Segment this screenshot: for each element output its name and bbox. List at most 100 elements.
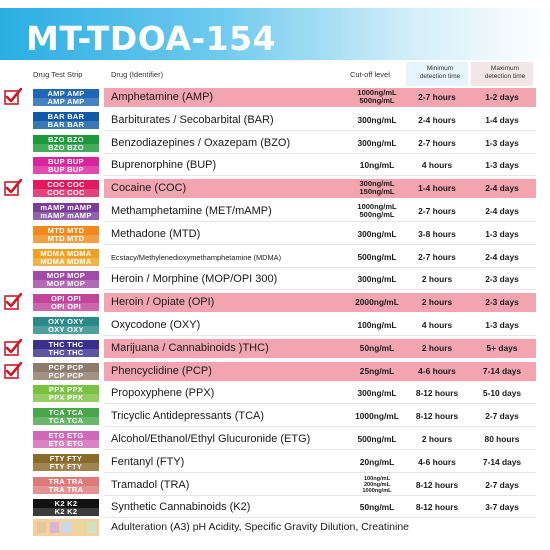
strip-label: OPI OPI (50, 294, 82, 304)
drug-name: Synthetic Cannabinoids (K2) (111, 501, 251, 514)
min-detection-time: 2 hours (421, 342, 453, 353)
max-detection-time: 5-10 days (482, 388, 522, 399)
min-detection-time: 2-7 hours (418, 92, 456, 102)
row-background (104, 383, 536, 405)
cutoff-value: 500ng/mL (359, 210, 395, 219)
cutoff-value: 1000ng/mL (357, 88, 397, 97)
max-detection-time: 1-3 days (485, 160, 519, 171)
drug-name: Marijuana / Cannabinoids )THC) (111, 341, 269, 354)
adulterant-pad (74, 522, 84, 533)
max-detection-time: 2-4 days (485, 251, 519, 262)
table-row: K2 K2 K2 K2 Synthetic Cannabinoids (K2) 50n… (0, 497, 550, 519)
cutoff-level: 500ng/mL (344, 252, 410, 262)
drug-name: Methamphetamine (MET/mAMP) (111, 205, 272, 217)
strip-label: THC THC (33, 348, 99, 357)
min-detection-time: 4-6 hours (418, 365, 456, 376)
adulteration-text: Adulteration (A3) pH Acidity, Specific G… (111, 521, 410, 533)
cutoff-value: 500ng/mL (357, 434, 397, 444)
strip-label: TRA TRA (33, 485, 99, 494)
table-header: Drug Test Strip Drug (Identifier) Cut-of… (0, 60, 550, 86)
strip-label: mAMP mAMP (33, 212, 99, 220)
drug-name: Methadone (MTD) (111, 227, 201, 240)
strip-label: PPX PPX (33, 394, 99, 403)
max-detection-time: 7-14 days (482, 456, 522, 467)
cutoff-level: 100ng/mL (344, 320, 410, 330)
max-detection-time: 80 hours (484, 434, 520, 444)
min-detection-time: 2 hours (421, 434, 453, 444)
cutoff-value: 2000ng/mL (355, 297, 399, 308)
cutoff-level: 300ng/mL (344, 388, 410, 398)
cutoff-value: 50ng/mL (359, 342, 395, 353)
table-row: THC THC THC THC Marijuana / Cannabinoids )… (0, 338, 550, 359)
max-detection-time: 2-4 days (485, 206, 519, 216)
min-detection-time: 1-4 hours (418, 183, 456, 194)
cutoff-value: 300ng/mL (359, 179, 395, 189)
test-strip: BZO BZO BZO BZO (33, 134, 99, 152)
strip-label: MDMA MDMA (33, 257, 99, 266)
cutoff-level: 300ng/mL (344, 274, 410, 284)
row-background (104, 201, 536, 222)
cutoff-level: 1000ng/mL 500ng/mL (344, 203, 410, 219)
header-min-detection: Minimum detection time (405, 65, 475, 81)
row-background (104, 406, 536, 428)
row-background (104, 361, 536, 381)
cutoff-value: 300ng/mL (357, 388, 397, 399)
table-row: mAMP mAMP mAMP mAMP Methamphetamine (MET/m… (0, 201, 550, 222)
cutoff-value: 500ng/mL (357, 251, 397, 262)
cutoff-value: 20ng/mL (359, 456, 395, 467)
strip-label: BAR BAR (47, 111, 85, 121)
header-max-detection: Maximum detection time (470, 65, 540, 81)
test-strip: TCA TCA TCA TCA (33, 408, 99, 426)
cutoff-value: 150ng/mL (359, 187, 395, 197)
drug-name: Oxycodone (OXY) (111, 319, 201, 331)
adulteration-strip (33, 519, 99, 536)
row-background (104, 88, 536, 107)
adulterant-pad (62, 522, 71, 533)
min-detection-time: 8-12 hours (415, 502, 459, 513)
strip-label: MDMA MDMA (40, 248, 92, 258)
cutoff-level: 500ng/mL (344, 434, 410, 444)
table-row: TCA TCA TCA TCA Tricyclic Antidepressants … (0, 406, 550, 428)
cutoff-value: 100ng/mL (363, 475, 391, 482)
table-row: MTD MTD MTD MTD Methadone (MTD) 300ng/mL 3-8… (0, 224, 550, 245)
min-detection-time: 2-7 hours (418, 137, 456, 148)
header-min-line2: detection time (419, 73, 461, 80)
header-max-line2: detection time (484, 73, 526, 80)
table-row: PPX PPX PPX PPX Propoxyphene (PPX) 300ng/mL… (0, 383, 550, 405)
max-header-bg (471, 62, 533, 86)
min-detection-time: 4 hours (421, 320, 453, 330)
adulteration-row: Adulteration (A3) pH Acidity, Specific G… (0, 517, 550, 538)
strip-label: BZO BZO (48, 134, 84, 144)
adulterant-pad (87, 522, 96, 533)
min-header-bg (406, 62, 468, 86)
checkmark-icon (4, 293, 22, 310)
row-background (104, 110, 536, 131)
min-detection-time: 2 hours (421, 297, 453, 308)
test-strip: BUP BUP BUP BUP (33, 157, 99, 175)
cutoff-value: 25ng/mL (359, 365, 395, 376)
max-detection-time: 2-7 days (485, 411, 519, 422)
drug-name: Alcohol/Ethanol/Ethyl Glucuronide (ETG) (111, 433, 311, 445)
table-row: PCP PCP PCP PCP Phencyclidine (PCP) 25ng/mL… (0, 361, 550, 382)
header-cutoff: Cut-off level (350, 70, 390, 79)
max-detection-time: 1-3 days (485, 320, 519, 330)
drug-name: Heroin / Opiate (OPI) (111, 296, 215, 309)
test-strip: PCP PCP PCP PCP (33, 362, 99, 380)
row-background (104, 315, 536, 336)
checkmark-icon (4, 179, 22, 196)
max-detection-time: 1-4 days (485, 114, 519, 125)
row-background (104, 452, 536, 473)
table-row: MDMA MDMA MDMA MDMA Ecstacy/Methylenedioxy… (0, 247, 550, 268)
cutoff-value: 200ng/mL (363, 481, 391, 488)
test-strip: OXY OXY OXY OXY (33, 317, 99, 334)
strip-label: FTY FTY (33, 462, 99, 471)
strip-label: OPI OPI (33, 303, 99, 312)
cutoff-level: 1000ng/mL (344, 411, 410, 421)
table-row: OPI OPI OPI OPI Heroin / Opiate (OPI) 2000n… (0, 292, 550, 313)
strip-label: THC THC (48, 339, 84, 349)
test-strip: MDMA MDMA MDMA MDMA (33, 248, 99, 266)
strip-label: MOP MOP (33, 280, 99, 289)
checkmark-icon (4, 338, 22, 356)
strip-label: ETG ETG (33, 440, 99, 448)
table-row: ETG ETG ETG ETG Alcohol/Ethanol/Ethyl Gluc… (0, 429, 550, 450)
